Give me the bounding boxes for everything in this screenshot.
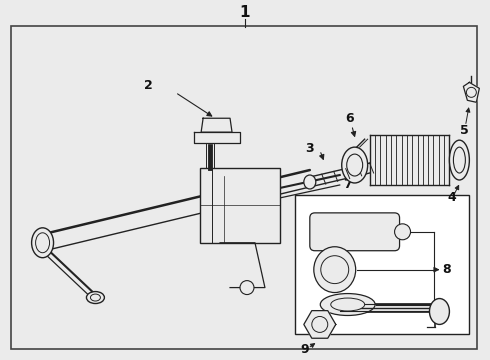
Text: 8: 8	[442, 263, 451, 276]
Bar	[369, 135, 449, 185]
Ellipse shape	[331, 298, 365, 311]
Ellipse shape	[342, 147, 368, 183]
FancyBboxPatch shape	[310, 213, 399, 251]
Polygon shape	[194, 132, 240, 143]
Bar	[295, 195, 469, 334]
Text: 6: 6	[345, 112, 354, 125]
Ellipse shape	[449, 140, 469, 180]
Circle shape	[321, 256, 349, 284]
Polygon shape	[464, 82, 479, 102]
Ellipse shape	[36, 233, 49, 253]
Ellipse shape	[32, 228, 53, 258]
Text: 1: 1	[240, 5, 250, 20]
Ellipse shape	[91, 294, 100, 301]
Circle shape	[466, 87, 476, 97]
Ellipse shape	[429, 298, 449, 324]
Text: 4: 4	[447, 192, 456, 204]
Ellipse shape	[86, 292, 104, 303]
Circle shape	[394, 224, 411, 240]
Text: 7: 7	[343, 179, 352, 192]
Bar	[200, 168, 280, 243]
Text: 2: 2	[144, 79, 153, 92]
Ellipse shape	[320, 293, 375, 315]
Ellipse shape	[314, 247, 356, 293]
Polygon shape	[304, 311, 336, 338]
Ellipse shape	[304, 175, 316, 189]
Ellipse shape	[347, 154, 363, 176]
Ellipse shape	[453, 147, 465, 173]
Polygon shape	[201, 118, 232, 132]
Text: 9: 9	[300, 343, 309, 356]
Text: 3: 3	[305, 141, 314, 155]
Circle shape	[312, 316, 328, 332]
Text: 5: 5	[460, 124, 469, 137]
Circle shape	[240, 280, 254, 294]
